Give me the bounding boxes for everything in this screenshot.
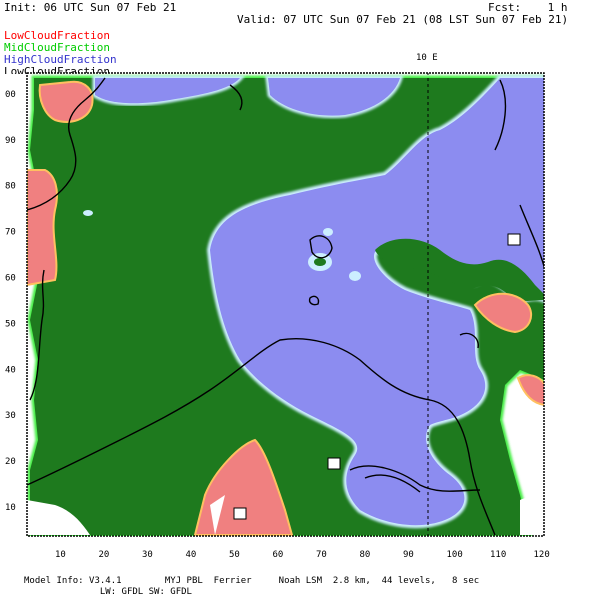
clear-patch-right — [520, 497, 544, 535]
valid-time: Valid: 07 UTC Sun 07 Feb 21 (08 LST Sun … — [237, 13, 569, 26]
x-axis-ticks: 10 20 30 40 50 60 70 80 90 100 110 120 — [55, 550, 550, 560]
y-tick-label: 50 — [5, 319, 16, 329]
legend-mid-cloud: MidCloudFraction — [4, 41, 110, 54]
model-info: Model Info: V3.4.1 MYJ PBL Ferrier Noah … — [24, 576, 480, 586]
clear-patch-left — [27, 500, 90, 535]
y-tick-label: 90 — [5, 136, 16, 146]
y-tick-label: 30 — [5, 411, 16, 421]
x-tick-label: 70 — [316, 550, 327, 560]
city-markers — [233, 233, 521, 520]
y-tick-label: 60 — [5, 274, 16, 284]
y-tick-label: 70 — [5, 228, 16, 238]
low-cloud-area — [27, 80, 544, 536]
x-tick-label: 110 — [490, 550, 506, 560]
y-tick-label: 20 — [5, 457, 16, 467]
x-tick-label: 90 — [403, 550, 414, 560]
x-tick-label: 120 — [534, 550, 550, 560]
x-tick-label: 30 — [142, 550, 153, 560]
x-tick-label: 40 — [186, 550, 197, 560]
legend-high-cloud: HighCloudFraction — [4, 53, 117, 66]
forecast-hour: Fcst: 1 h — [488, 1, 568, 14]
y-tick-label: 10 — [5, 503, 16, 513]
legend-cut-label: LowCloudFraction — [4, 66, 110, 74]
x-tick-label: 80 — [360, 550, 371, 560]
y-tick-label: 40 — [5, 365, 16, 375]
meridian-label: 10 E — [416, 53, 438, 63]
model-radiation-info: LW: GFDL SW: GFDL — [24, 587, 192, 597]
x-tick-label: 50 — [229, 550, 240, 560]
init-time: Init: 06 UTC Sun 07 Feb 21 — [4, 1, 177, 14]
x-tick-label: 60 — [273, 550, 284, 560]
x-tick-label: 100 — [447, 550, 463, 560]
y-axis-ticks: 10 20 30 40 50 60 70 80 90 00 — [5, 90, 16, 513]
high-cloud-area — [83, 75, 544, 529]
map-frame — [26, 72, 545, 537]
x-tick-label: 20 — [99, 550, 110, 560]
legend-low-cloud: LowCloudFraction — [4, 29, 110, 42]
x-tick-label: 10 — [55, 550, 66, 560]
y-tick-label: 80 — [5, 182, 16, 192]
y-tick-label: 00 — [5, 90, 16, 100]
